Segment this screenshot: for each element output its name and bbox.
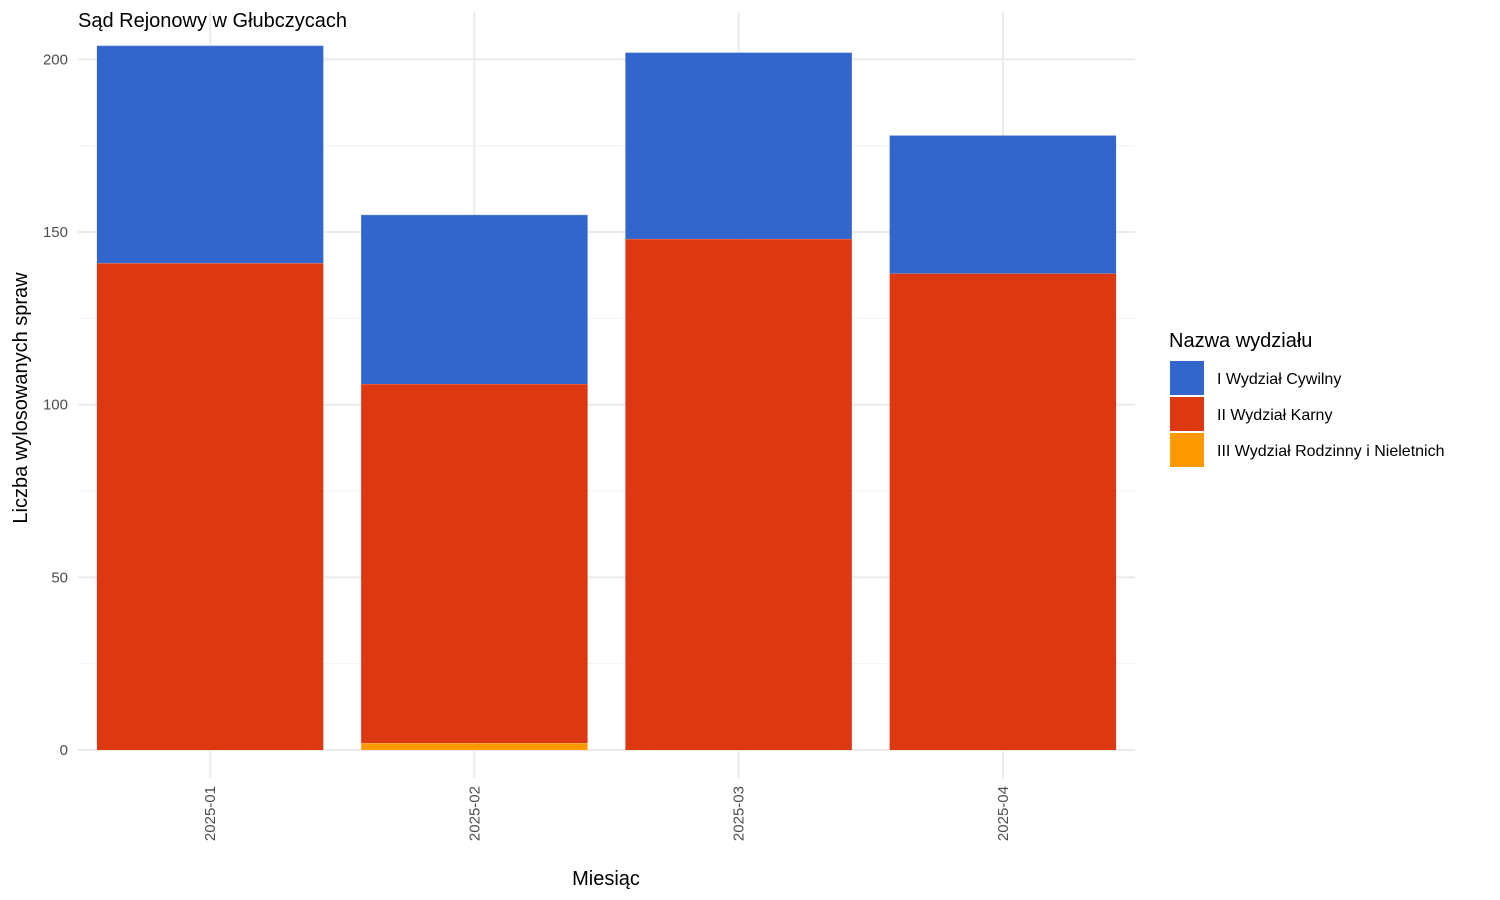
x-axis-ticks: 2025-01 2025-02 2025-03 2025-04 — [202, 786, 1012, 841]
bar-segment — [361, 383, 588, 744]
bar-segment — [889, 135, 1117, 274]
x-axis-title: Miesiąc — [572, 868, 640, 890]
bar-segment — [361, 214, 588, 384]
bar-segment — [625, 52, 852, 239]
bar-segment — [361, 743, 588, 750]
bar-segment — [625, 238, 852, 750]
legend-title: Nazwa wydziału — [1169, 330, 1312, 352]
bar-segment — [96, 263, 324, 750]
chart-title: Sąd Rejonowy w Głubczycach — [78, 10, 347, 32]
bar-segment — [96, 45, 324, 264]
y-tick-label: 100 — [43, 397, 68, 414]
bar-segment — [889, 273, 1117, 750]
legend: Nazwa wydziału I Wydział Cywilny II Wydzi… — [1169, 330, 1445, 467]
x-tick-label: 2025-02 — [466, 786, 483, 841]
legend-key — [1170, 433, 1204, 467]
legend-key — [1170, 397, 1204, 431]
y-axis-title: Liczba wylosowanych spraw — [10, 272, 32, 524]
y-tick-label: 0 — [60, 742, 68, 759]
x-tick-label: 2025-03 — [731, 786, 748, 841]
y-tick-label: 150 — [43, 224, 68, 241]
x-tick-label: 2025-01 — [202, 786, 219, 841]
y-axis-ticks: 0 50 100 150 200 — [43, 51, 68, 759]
y-tick-label: 50 — [51, 569, 68, 586]
legend-label: II Wydział Karny — [1217, 407, 1332, 424]
legend-key — [1170, 361, 1204, 395]
legend-label: III Wydział Rodzinny i Nieletnich — [1217, 443, 1445, 460]
x-tick-label: 2025-04 — [995, 786, 1012, 841]
legend-label: I Wydział Cywilny — [1217, 371, 1341, 388]
y-tick-label: 200 — [43, 51, 68, 68]
bars — [96, 45, 1117, 750]
